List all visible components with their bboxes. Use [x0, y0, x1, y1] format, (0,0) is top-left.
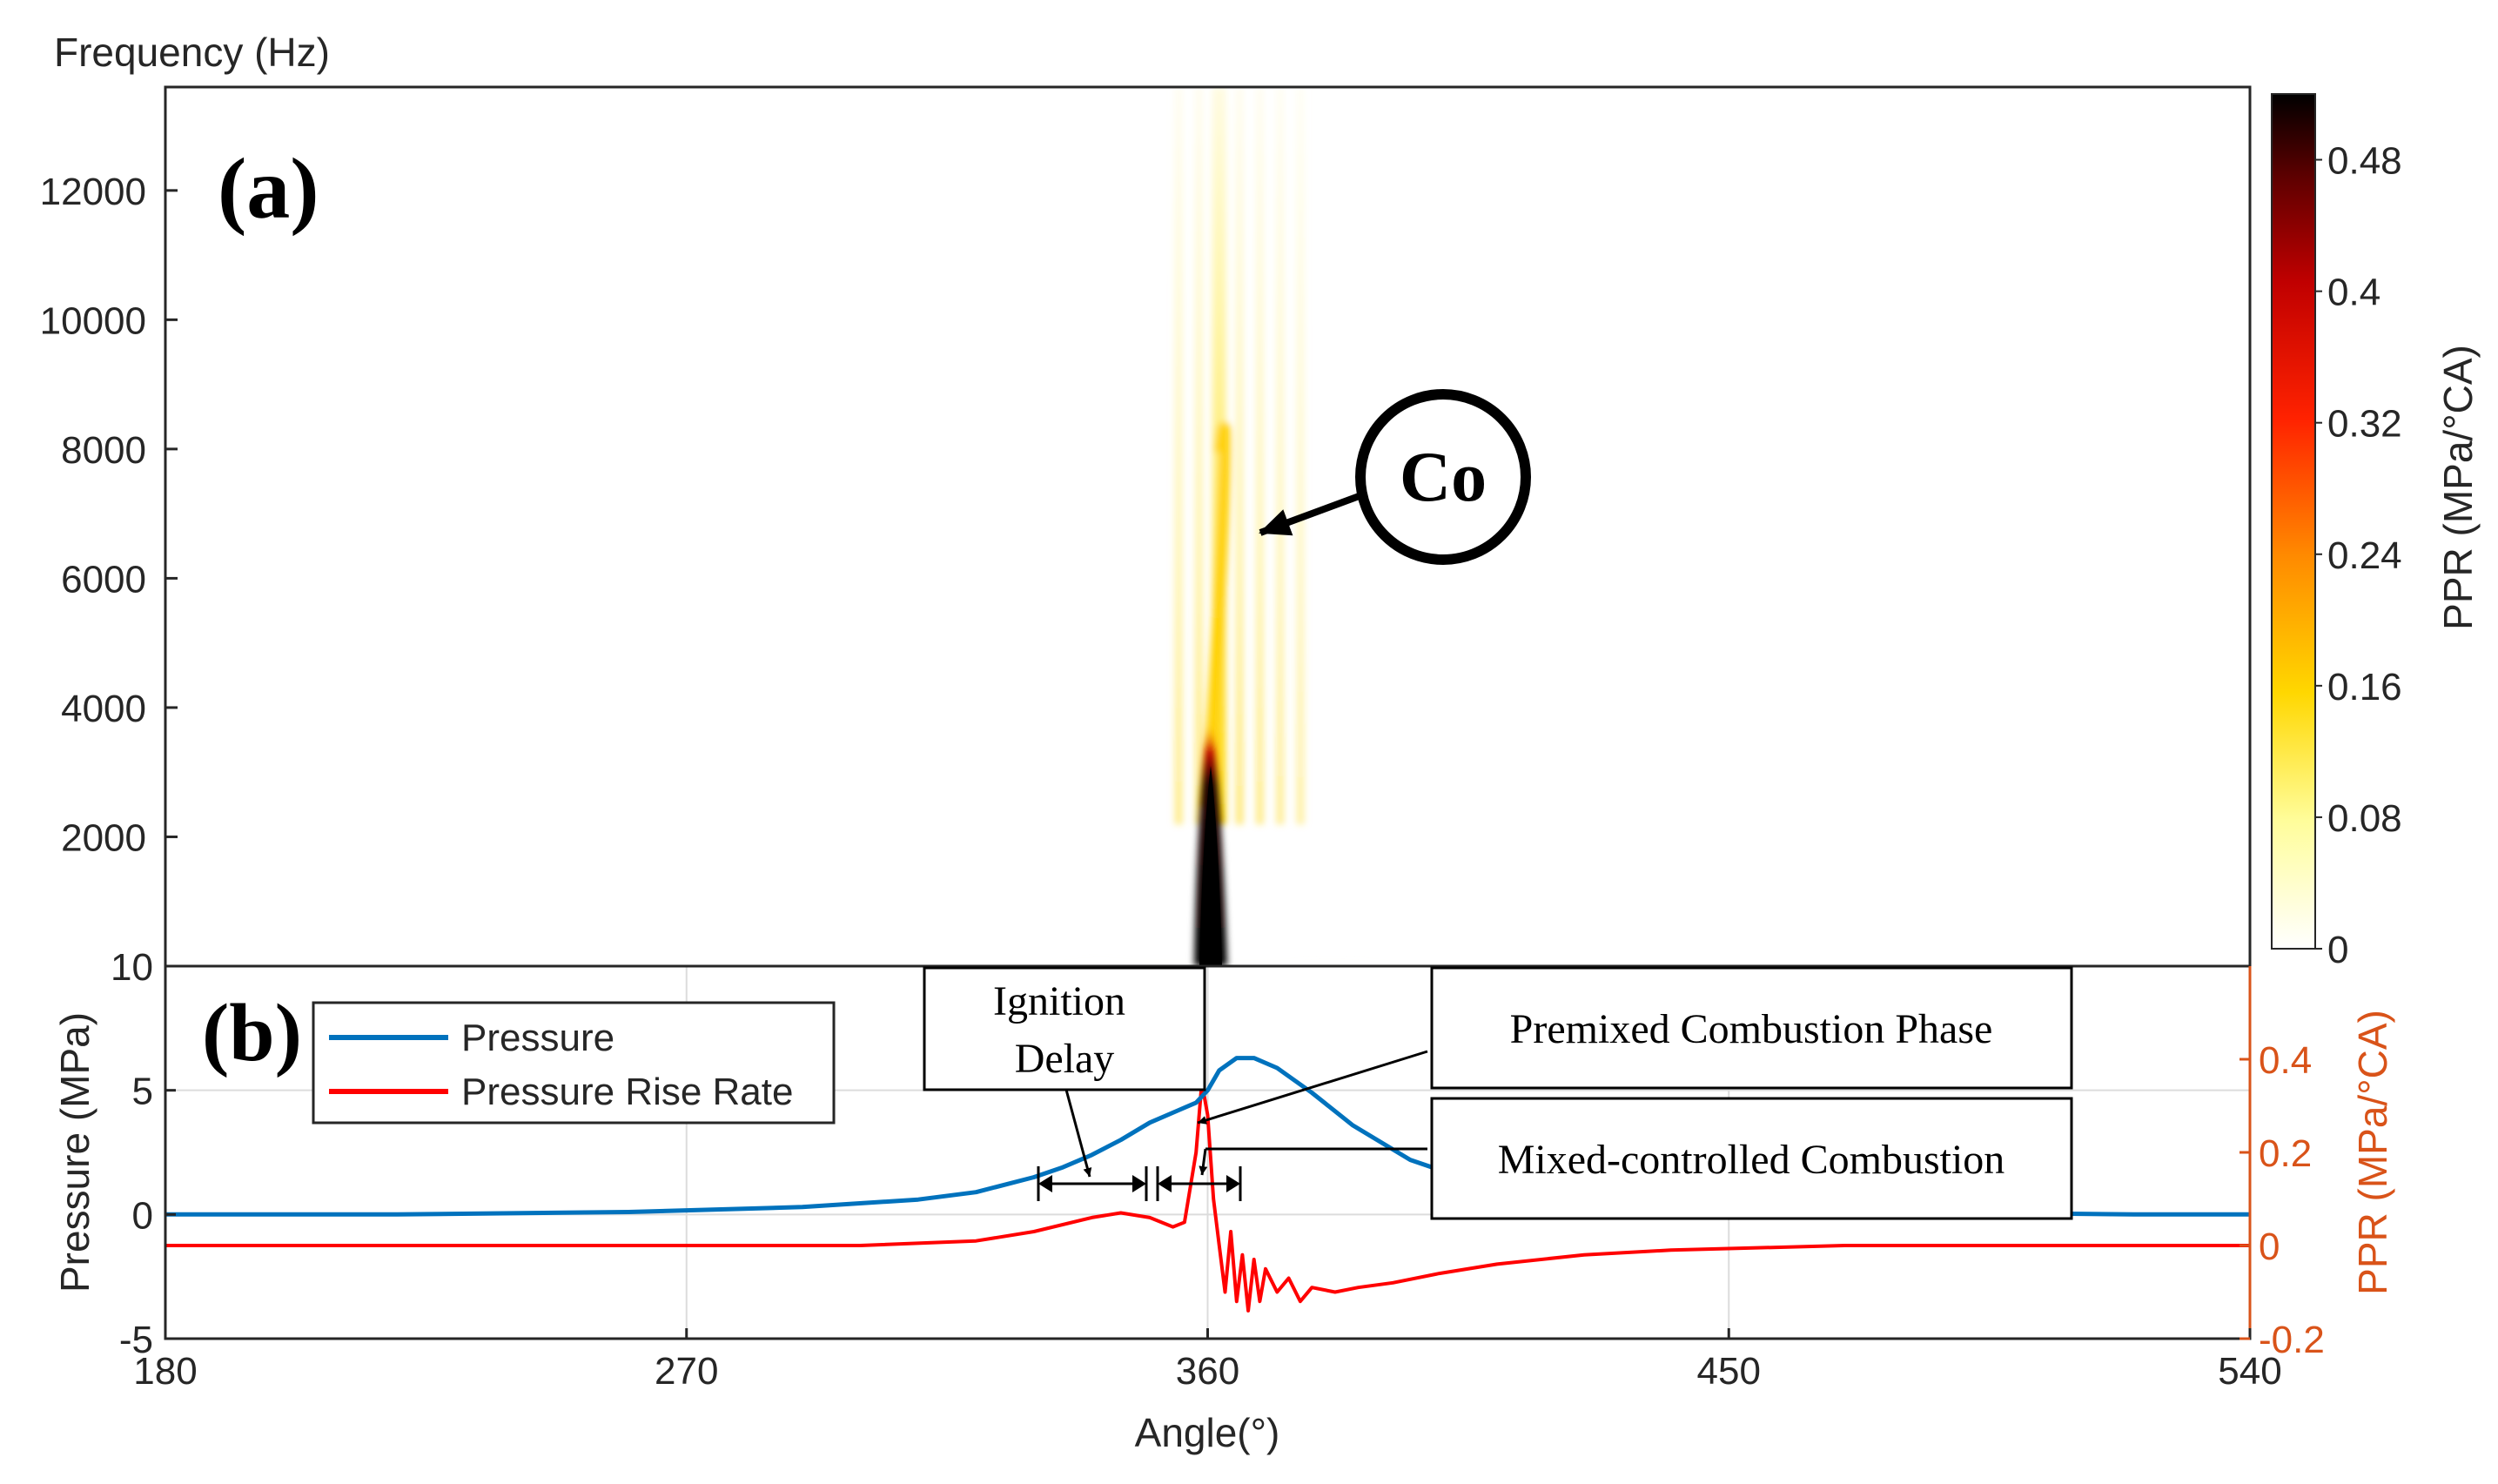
- premixed-annotation: Premixed Combustion Phase: [1197, 966, 2073, 1125]
- heatmap-high-frequency-band: [1174, 87, 1305, 825]
- colorbar-tick-label: 0.16: [2327, 666, 2402, 708]
- heatmap-fringe: [1255, 87, 1264, 825]
- ignition-span-arrow-left: [1038, 1175, 1052, 1192]
- premixed-box: [1430, 966, 2073, 1090]
- left-y-tick-label: -5: [119, 1319, 153, 1361]
- heatmap-fringe: [1296, 87, 1305, 825]
- premixed-label: Premixed Combustion Phase: [1510, 1006, 1993, 1052]
- panel-a-tag: (a): [218, 140, 319, 237]
- right-y-tick-label: 0: [2259, 1225, 2280, 1268]
- colorbar: [2271, 93, 2316, 950]
- panel-a-y-tick-label: 8000: [61, 429, 146, 472]
- left-y-tick-label: 10: [111, 946, 153, 989]
- legend-box: [312, 1001, 836, 1125]
- panel-b: 180 270 360 450 540 -5 0 5 10 -0.2 0 0.2 0.4 Angle…: [52, 946, 2395, 1455]
- colorbar-tick-label: 0.48: [2327, 140, 2402, 183]
- x-tick-label: 270: [655, 1350, 718, 1393]
- x-tick-label: 450: [1697, 1350, 1761, 1393]
- left-y-axis-label: Pressure (MPa): [52, 1012, 97, 1293]
- legend: Pressure Pressure Rise Rate: [312, 1001, 836, 1125]
- ppr-series-line: [165, 1080, 2250, 1313]
- heatmap-fringe: [1235, 87, 1244, 825]
- heatmap-bright-streak: [1200, 421, 1232, 808]
- legend-ppr-label: Pressure Rise Rate: [461, 1071, 793, 1113]
- ignition-span-arrow-right: [1132, 1175, 1146, 1192]
- ignition-delay-arrow: [1064, 1089, 1092, 1178]
- mixed-span-arrow-left: [1158, 1175, 1172, 1192]
- x-tick-label: 180: [133, 1350, 197, 1393]
- mixed-span-arrow-right: [1226, 1175, 1240, 1192]
- colorbar-ticks: 0 0.08 0.16 0.24 0.32 0.4 0.48: [2315, 140, 2402, 971]
- colorbar-tick-label: 0.32: [2327, 403, 2402, 446]
- heatmap-fringe: [1276, 87, 1285, 825]
- colorbar-label: PPR (MPa/°CA): [2435, 345, 2481, 630]
- right-y-tick-label: -0.2: [2259, 1319, 2325, 1361]
- legend-pressure-label: Pressure: [461, 1017, 614, 1059]
- x-tick-label: 540: [2218, 1350, 2281, 1393]
- left-y-tick-label: 0: [132, 1194, 153, 1237]
- colorbar-tick-label: 0.24: [2327, 534, 2402, 577]
- co-label: Co: [1400, 437, 1487, 516]
- ignition-delay-box: [923, 966, 1206, 1091]
- x-ticks: 180 270 360 450 540: [133, 1328, 2282, 1393]
- right-y-tick-label: 0.2: [2259, 1132, 2312, 1175]
- colorbar-tick-label: 0.4: [2327, 272, 2380, 314]
- mixed-controlled-annotation: Mixed-controlled Combustion: [1156, 1097, 2073, 1220]
- right-y-tick-label: 0.4: [2259, 1039, 2312, 1082]
- mixed-controlled-arrow: [1199, 1148, 1208, 1176]
- left-y-tick-label: 5: [132, 1071, 153, 1113]
- ignition-delay-annotation: Ignition Delay: [923, 966, 1206, 1201]
- ignition-delay-line-2: Delay: [1015, 1036, 1115, 1082]
- x-tick-label: 360: [1176, 1350, 1239, 1393]
- right-y-axis-label: PPR (MPa/°CA): [2350, 1010, 2395, 1295]
- panel-a-y-tick-label: 6000: [61, 558, 146, 601]
- colorbar-tick-label: 0.08: [2327, 797, 2402, 840]
- ignition-delay-label: Ignition Delay: [993, 978, 1136, 1082]
- premixed-arrow: [1197, 1050, 1428, 1125]
- heatmap-image: [601, 87, 1819, 966]
- panel-a-y-tick-label: 12000: [40, 171, 146, 213]
- panel-b-tag: (b): [202, 988, 302, 1078]
- co-arrow: [1259, 488, 1373, 536]
- panel-a-y-ticks: 2000 4000 6000 8000 10000 12000: [40, 171, 178, 859]
- panel-a-y-tick-label: 4000: [61, 688, 146, 730]
- co-circle: [1355, 389, 1531, 565]
- mixed-controlled-label: Mixed-controlled Combustion: [1498, 1137, 2005, 1183]
- co-annotation: Co: [1259, 389, 1531, 565]
- heatmap-fringe: [1195, 87, 1203, 825]
- heatmap-spike-core: [1199, 766, 1222, 966]
- x-axis-label: Angle(°): [1135, 1410, 1280, 1455]
- ignition-delay-line-1: Ignition: [993, 978, 1125, 1024]
- left-y-ticks: -5 0 5 10: [111, 946, 176, 1361]
- mixed-controlled-box: [1430, 1097, 2073, 1220]
- panel-a-y-tick-label: 10000: [40, 299, 146, 342]
- right-y-ticks: -0.2 0 0.2 0.4: [2239, 1039, 2325, 1361]
- panel-a-y-tick-label: 2000: [61, 816, 146, 859]
- panel-a-y-label: Frequency (Hz): [54, 30, 330, 75]
- heatmap-fringe: [1174, 87, 1183, 825]
- colorbar-tick-label: 0: [2327, 929, 2348, 971]
- panel-a: 2000 4000 6000 8000 10000 12000 Frequency (Hz…: [40, 30, 2481, 971]
